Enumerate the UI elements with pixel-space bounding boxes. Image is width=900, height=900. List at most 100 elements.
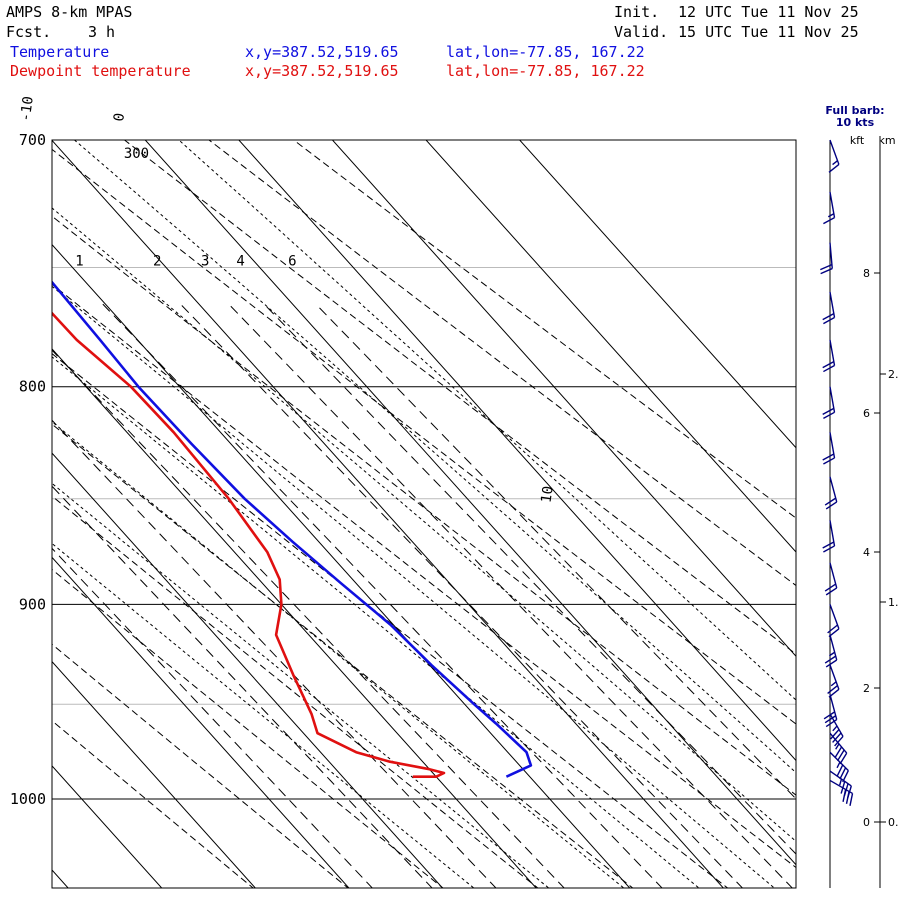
wind-barb-flag [823,364,835,373]
isotherm-line [331,140,796,657]
mixing-ratio-line [315,303,796,800]
wind-barb-shaft [829,779,853,795]
wind-barb-shaft [829,694,838,720]
wind-barb-flag [835,743,840,750]
wind-barb-shaft [829,751,849,772]
pressure-tick-label: 700 [19,131,46,149]
isotherm-line [52,348,537,888]
model-title: AMPS 8-km MPAS [6,3,132,21]
valid-value: 15 UTC Tue 11 Nov 25 [678,23,859,41]
wind-barb [827,664,840,698]
wind-barb [829,732,848,765]
wind-barb-flag [836,749,845,762]
dry-adiabat-label: 300 [124,146,149,162]
wind-barb-shaft [829,713,844,737]
km-tick-label: 0. [888,816,899,829]
wind-barb-flag [849,793,854,806]
kft-tick-label: 6 [863,407,870,420]
dry-adiabat-line [52,568,444,888]
dry-adiabat-line [52,643,349,888]
mixing-ratio-line [228,303,793,888]
km-tick-label: 1. [888,596,899,609]
wind-barb-flag [834,735,844,747]
wind-barb-shaft [829,520,836,547]
kft-unit-label: kft [850,134,865,147]
isotherm-line [518,140,796,449]
km-unit-label: km [878,134,895,147]
kft-tick-label: 8 [863,267,870,280]
pressure-tick-label: 1000 [10,790,46,808]
mixing-ratio-line [180,303,744,888]
moist-adiabat-line [52,542,475,888]
moist-adiabat-line [52,421,625,888]
wind-barb-shaft [829,770,852,787]
mixing-ratio-line [102,303,663,888]
wind-barb-flag [822,541,835,549]
isotherm-line [425,140,796,553]
isotherm-line [52,243,631,888]
wind-barb-flag [827,624,838,634]
dewpoint-trace [52,311,446,778]
isotherm-line [52,556,350,888]
wind-barb-flag [820,267,833,275]
wind-barb-flag [825,659,838,668]
legend-dewpoint-xy: x,y=387.52,519.65 [245,62,399,80]
wind-barb-flag [824,655,837,664]
wind-barb-shaft [829,339,836,366]
valid-label: Valid. [614,23,668,41]
moist-adiabat-line [52,285,776,888]
wind-barb-flag [824,583,837,592]
wind-barb-shaft [829,386,836,413]
wind-barb-flag [823,411,835,419]
wind-barb-flag [845,791,850,804]
wind-barb-shaft [829,634,838,661]
kft-tick-label: 0 [863,816,870,829]
dry-adiabat-line [52,423,634,888]
diagram-labels: 7008009001000-70-60-50-40-30-20-10010300… [10,95,557,808]
barb-key-line1: Full barb: [825,104,884,117]
wind-barb-flag [832,732,842,743]
isotherm-line [52,140,724,888]
wind-barb-flag [836,764,844,777]
mixing-ratio-label: 1 [75,254,83,270]
wind-barb-flag [822,407,835,416]
wind-barb [822,520,836,553]
wind-barb-column: 0 2 4 6 8 0. 1. 2. [820,139,899,888]
wind-barb-flag [822,312,835,321]
wind-barb [828,139,840,173]
moist-adiabat-line [52,482,550,888]
wind-barb [823,191,836,225]
wind-barb-flag [832,160,838,166]
temperature-trace [52,280,533,778]
wind-barb-shaft [829,562,838,589]
wind-barb-shaft [829,139,840,165]
kft-tick-label: 2 [863,682,870,695]
wind-barb [829,713,844,747]
wind-barb [823,694,838,728]
isotherm-label: 10 [539,485,557,504]
wind-barb-flag [836,761,841,769]
isotherm-line [52,452,444,888]
wind-barb-flag [839,752,848,765]
mixing-ratio-label: 2 [153,254,161,270]
barb-key-line2: 10 kts [836,116,875,129]
wind-barb-flag [820,263,833,271]
mixing-ratio-line [52,547,373,888]
isotherm-label: 0 [111,112,128,123]
wind-barb-shaft [829,604,840,630]
wind-barb-flag [834,746,843,759]
pressure-tick-label: 900 [19,595,46,613]
kft-tick-label: 4 [863,546,870,559]
legend-temperature-name: Temperature [10,43,109,61]
mixing-ratio-label: 3 [201,254,209,270]
isotherm-label: -10 [18,95,37,122]
wind-barb [822,339,836,373]
wind-barb-shaft [829,191,836,218]
wind-barb-flag [828,651,836,657]
